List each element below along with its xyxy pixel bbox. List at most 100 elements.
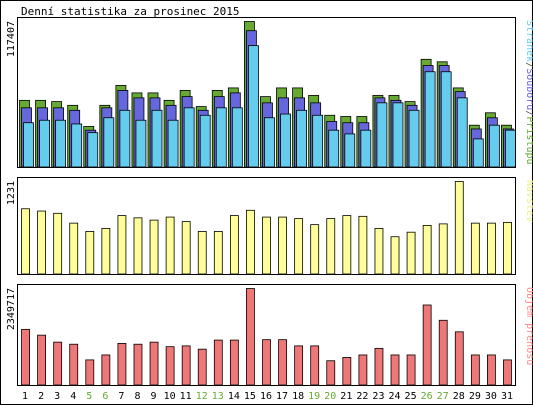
bar-middle-day-27 bbox=[438, 223, 448, 275]
bar-stránek-day-3 bbox=[55, 119, 67, 168]
day-label-15: 15 bbox=[244, 391, 256, 402]
panel-frame-middle bbox=[17, 177, 516, 275]
bar-stránek-day-21 bbox=[344, 133, 356, 168]
bar-bottom-day-1 bbox=[21, 328, 30, 386]
bar-bottom-day-17 bbox=[278, 339, 287, 386]
legend-item: / bbox=[524, 110, 533, 116]
bar-bottom-day-19 bbox=[310, 345, 320, 386]
bar-middle-day-20 bbox=[326, 218, 336, 275]
day-label-10: 10 bbox=[164, 391, 176, 402]
day-label-2: 2 bbox=[38, 391, 44, 402]
legend-middle: Návštěv bbox=[524, 180, 533, 222]
bar-middle-day-31 bbox=[503, 221, 512, 275]
bar-stránek-day-2 bbox=[39, 119, 50, 168]
chart-title: Denní statistika za prosinec 2015 bbox=[21, 5, 240, 18]
bar-bottom-day-10 bbox=[165, 346, 175, 386]
bar-middle-day-16 bbox=[262, 216, 271, 275]
day-label-27: 27 bbox=[437, 391, 449, 402]
bar-stránek-day-31 bbox=[505, 129, 516, 168]
day-label-19: 19 bbox=[308, 391, 320, 402]
bar-middle-day-3 bbox=[53, 212, 63, 275]
day-label-22: 22 bbox=[356, 391, 368, 402]
bar-stránek-day-1 bbox=[23, 122, 34, 168]
legend-top: Stránek/Souborů/Přístupů bbox=[524, 20, 533, 165]
bar-middle-day-2 bbox=[37, 210, 46, 275]
bar-stránek-day-20 bbox=[328, 129, 340, 168]
bar-stránek-day-4 bbox=[71, 123, 83, 168]
bar-stránek-day-17 bbox=[280, 113, 291, 168]
bar-middle-day-8 bbox=[133, 217, 143, 275]
bar-stránek-day-22 bbox=[360, 129, 372, 168]
bar-middle-day-7 bbox=[117, 215, 127, 275]
day-label-16: 16 bbox=[260, 391, 272, 402]
bar-stránek-day-28 bbox=[456, 97, 468, 168]
max-label-middle: 1231 bbox=[6, 181, 17, 205]
bar-bottom-day-30 bbox=[487, 354, 496, 386]
bar-stránek-day-26 bbox=[424, 71, 436, 168]
bar-bottom-day-16 bbox=[262, 339, 271, 386]
bar-bottom-day-8 bbox=[133, 343, 143, 386]
legend-item: Přístupů bbox=[524, 116, 533, 164]
bar-bottom-day-18 bbox=[294, 345, 304, 386]
panel-frame-top bbox=[17, 17, 516, 168]
bar-stránek-day-6 bbox=[103, 117, 115, 168]
bar-bottom-day-11 bbox=[181, 345, 191, 386]
bar-stránek-day-25 bbox=[408, 109, 420, 168]
bar-stránek-day-7 bbox=[119, 109, 131, 168]
bar-bottom-day-25 bbox=[406, 354, 416, 386]
bar-bottom-day-23 bbox=[374, 347, 384, 386]
bar-middle-day-25 bbox=[406, 231, 416, 275]
bar-stránek-day-14 bbox=[231, 107, 243, 168]
bar-stránek-day-30 bbox=[488, 124, 500, 168]
day-label-9: 9 bbox=[151, 391, 157, 402]
bar-stránek-day-24 bbox=[392, 102, 404, 168]
day-label-18: 18 bbox=[292, 391, 304, 402]
day-label-3: 3 bbox=[54, 391, 60, 402]
bar-stránek-day-9 bbox=[151, 109, 163, 168]
bar-bottom-day-14 bbox=[229, 339, 239, 386]
day-label-6: 6 bbox=[102, 391, 108, 402]
bar-middle-day-6 bbox=[101, 228, 111, 275]
legend-item: Stránek bbox=[524, 20, 533, 62]
day-label-14: 14 bbox=[228, 391, 240, 402]
bar-bottom-day-26 bbox=[422, 304, 432, 386]
bar-bottom-day-24 bbox=[390, 354, 400, 386]
day-label-11: 11 bbox=[180, 391, 192, 402]
bar-bottom-day-7 bbox=[117, 342, 127, 386]
day-label-24: 24 bbox=[388, 391, 400, 402]
bar-bottom-day-13 bbox=[213, 339, 223, 386]
bar-middle-day-14 bbox=[229, 215, 239, 275]
bar-stránek-day-8 bbox=[135, 119, 147, 168]
bar-stránek-day-5 bbox=[87, 132, 99, 168]
bar-bottom-day-31 bbox=[503, 359, 512, 386]
legend-item: Souborů bbox=[524, 68, 533, 110]
bar-stránek-day-19 bbox=[312, 114, 324, 168]
day-label-29: 29 bbox=[469, 391, 481, 402]
bar-middle-day-18 bbox=[294, 218, 304, 275]
bar-bottom-day-29 bbox=[470, 354, 480, 386]
bar-bottom-day-27 bbox=[438, 319, 448, 386]
bar-bottom-day-4 bbox=[69, 343, 79, 386]
day-label-30: 30 bbox=[485, 391, 497, 402]
max-label-top: 117407 bbox=[6, 21, 17, 57]
day-label-23: 23 bbox=[372, 391, 384, 402]
legend-item: Objem přenosu bbox=[524, 287, 533, 365]
bar-stránek-day-12 bbox=[199, 114, 211, 168]
day-label-25: 25 bbox=[405, 391, 417, 402]
bar-bottom-day-3 bbox=[53, 341, 63, 386]
bar-middle-day-15 bbox=[246, 209, 255, 275]
bar-middle-day-21 bbox=[342, 215, 352, 275]
bar-stránek-day-23 bbox=[376, 102, 388, 168]
bar-middle-day-23 bbox=[374, 228, 384, 275]
bar-middle-day-22 bbox=[358, 215, 368, 275]
day-label-1: 1 bbox=[22, 391, 28, 402]
bar-stránek-day-13 bbox=[215, 107, 227, 168]
bar-bottom-day-6 bbox=[101, 354, 111, 386]
panel-frame-bottom bbox=[17, 284, 516, 386]
legend-bottom: Objem přenosu bbox=[524, 287, 533, 365]
day-label-13: 13 bbox=[212, 391, 224, 402]
bar-bottom-day-12 bbox=[197, 348, 207, 386]
bar-bottom-day-28 bbox=[454, 331, 464, 386]
bar-bottom-day-20 bbox=[326, 360, 336, 386]
